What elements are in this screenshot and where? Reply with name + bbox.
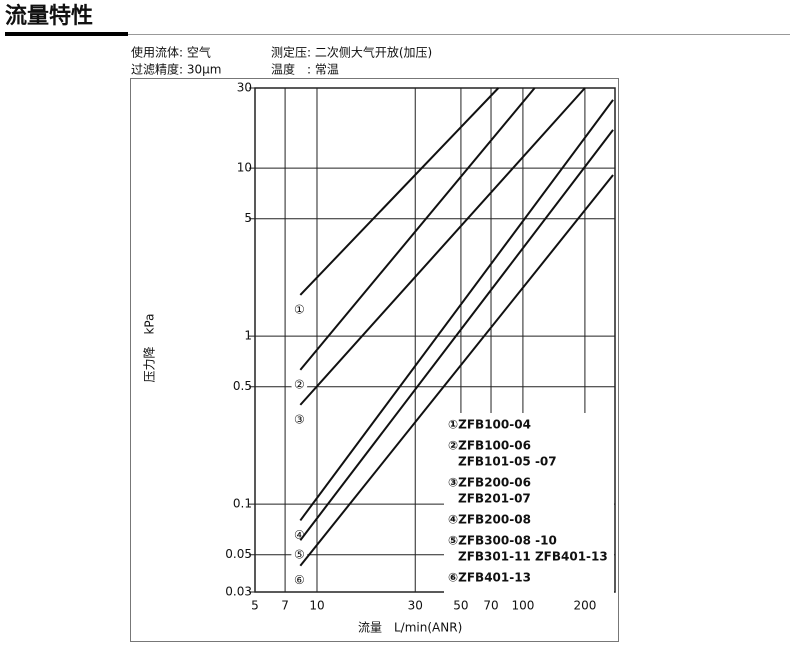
- legend-entry: ⑥ZFB401-13: [448, 571, 531, 585]
- legend-entry: ①ZFB100-04: [448, 418, 531, 432]
- y-axis-label: 压力降 kPa: [143, 313, 157, 382]
- marker-bg: [291, 411, 308, 428]
- line-marker: ②: [294, 377, 305, 391]
- legend-entry: ③ZFB200-06: [448, 476, 531, 490]
- header-title: 流量特性: [5, 3, 93, 29]
- chart-frame: [130, 78, 619, 642]
- line-marker: ⑤: [294, 548, 305, 562]
- x-tick-label: 50: [453, 599, 468, 613]
- series-line: [299, 174, 614, 567]
- x-tick-label: 7: [281, 599, 289, 613]
- series-line: [299, 87, 500, 296]
- y-tick-label: 30: [237, 81, 252, 95]
- line-marker: ③: [294, 412, 305, 426]
- x-tick-label: 100: [511, 599, 534, 613]
- y-tick-label: 10: [237, 161, 252, 175]
- condition: 测定压: 二次侧大气开放(加压): [271, 45, 432, 60]
- legend-entry: ⑤ZFB300-08 -10: [448, 534, 557, 548]
- legend-entry: ZFB101-05 -07: [458, 455, 557, 469]
- line-marker: ⑥: [294, 573, 305, 587]
- header-rule-thin: [128, 34, 790, 35]
- y-tick-label: 0.1: [233, 497, 252, 511]
- series-line: [299, 129, 614, 541]
- marker-bg: [291, 547, 308, 564]
- y-tick-label: 0.05: [225, 547, 252, 561]
- series-line: [299, 99, 614, 522]
- legend-entry: ZFB301-11 ZFB401-13: [458, 550, 608, 564]
- marker-bg: [291, 527, 308, 544]
- marker-bg: [291, 572, 308, 589]
- condition: 温度 : 常温: [271, 62, 339, 77]
- x-tick-label: 30: [408, 599, 423, 613]
- marker-bg: [291, 376, 308, 393]
- y-tick-label: 1: [244, 329, 252, 343]
- x-tick-label: 5: [251, 599, 259, 613]
- y-tick-label: 0.5: [233, 379, 252, 393]
- x-tick-label: 70: [483, 599, 498, 613]
- series-line: [299, 87, 586, 406]
- x-tick-label: 200: [573, 599, 596, 613]
- y-tick-label: 5: [244, 211, 252, 225]
- header-rule: [5, 32, 128, 36]
- line-marker: ④: [294, 528, 305, 542]
- line-marker: ①: [294, 302, 305, 316]
- legend-entry: ZFB201-07: [458, 492, 531, 506]
- y-tick-label: 0.03: [225, 585, 252, 599]
- condition: 使用流体: 空气: [131, 45, 211, 60]
- condition: 过滤精度: 30μm: [131, 62, 221, 77]
- marker-bg: [291, 301, 308, 318]
- x-axis-label: 流量 L/min(ANR): [358, 621, 462, 635]
- legend-entry: ②ZFB100-06: [448, 439, 531, 453]
- legend-entry: ④ZFB200-08: [448, 513, 531, 527]
- x-tick-label: 10: [309, 599, 324, 613]
- series-line: [299, 87, 536, 371]
- legend-bg: [444, 413, 614, 593]
